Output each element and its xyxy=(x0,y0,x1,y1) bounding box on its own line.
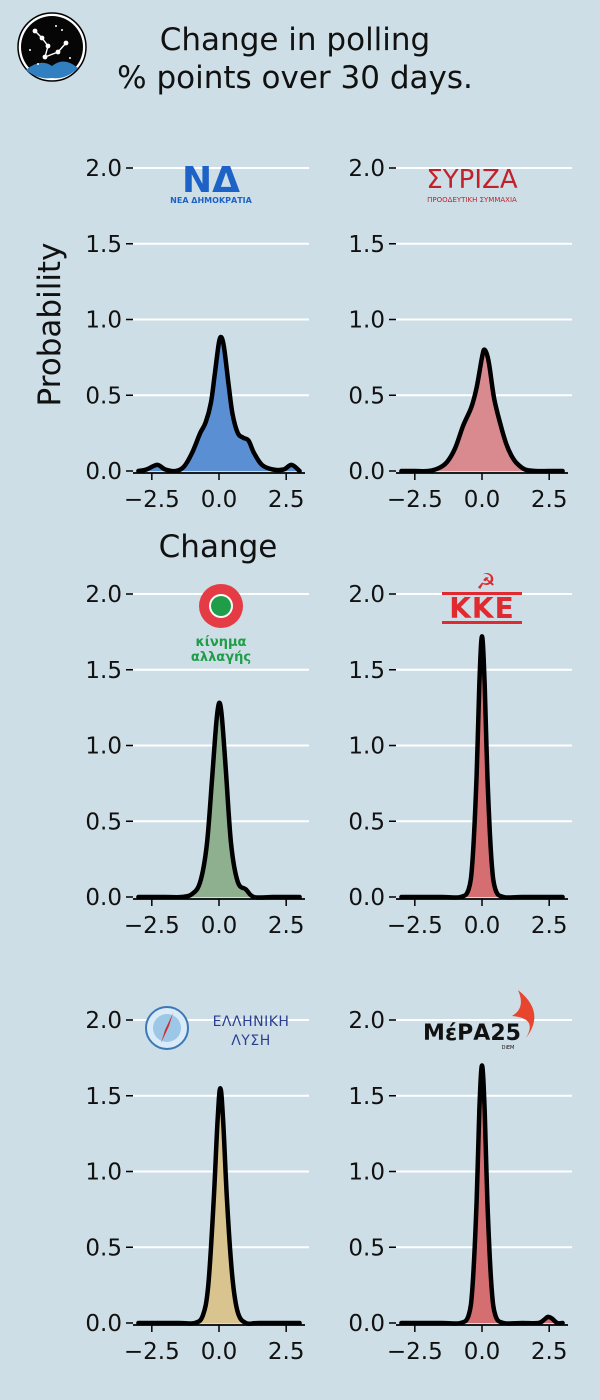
y-tick-label: 1.0 xyxy=(348,1160,385,1186)
density-area xyxy=(138,336,300,472)
logo-syriza-text: ΠΡΟΟΔΕΥΤΙΚΗ ΣΥΜΜΑΧΙΑ xyxy=(427,196,517,204)
density-area xyxy=(401,349,563,472)
y-tick-label: 0.0 xyxy=(85,885,122,911)
logo-nd-text: ΝΕΑ ΔΗΜΟΚΡΑΤΙΑ xyxy=(170,196,252,205)
density-curve xyxy=(136,334,302,474)
y-tick-label: 2.0 xyxy=(348,582,385,608)
x-tick-label: 0.0 xyxy=(201,1339,238,1365)
subplot-2: 0.00.51.01.52.0−2.5 0.0 2.5ΣΥΡΙΖΑΠΡΟΟΔΕΥΤΙ… xyxy=(348,156,572,513)
density-area xyxy=(138,702,300,898)
density-curve xyxy=(136,1085,302,1327)
logo-mera-text: ΜέΡΑ25 xyxy=(423,1021,521,1046)
y-tick-label: 0.0 xyxy=(348,1311,385,1337)
logo-kke-underline-icon xyxy=(442,621,522,624)
y-tick-label: 2.0 xyxy=(348,1008,385,1034)
y-tick-label: 1.5 xyxy=(348,658,385,684)
y-tick-label: 0.0 xyxy=(85,459,122,485)
y-tick-label: 0.5 xyxy=(348,809,385,835)
logo-mera-swallow-icon xyxy=(512,990,535,1038)
x-tick-label: −2.5 xyxy=(387,487,443,513)
x-tick-label: 0.0 xyxy=(201,487,238,513)
density-curve xyxy=(399,634,565,900)
density-curve xyxy=(399,1063,565,1326)
logo-kinal-text-1: κίνημα xyxy=(196,635,247,650)
chart-title-line-2: % points over 30 days. xyxy=(117,60,473,96)
x-tick-label: −2.5 xyxy=(124,913,180,939)
y-tick-label: 2.0 xyxy=(348,156,385,182)
y-tick-label: 1.0 xyxy=(348,308,385,334)
y-tick-label: 1.0 xyxy=(348,734,385,760)
x-tick-label: 2.5 xyxy=(268,487,305,513)
density-area xyxy=(138,1088,300,1324)
logo-kke-text: ΚΚΕ xyxy=(449,592,515,625)
y-tick-label: 0.5 xyxy=(85,1235,122,1261)
logo-el-text-1: ΕΛΛΗΝΙΚΗ xyxy=(213,1014,290,1030)
x-tick-label: −2.5 xyxy=(124,1339,180,1365)
y-tick-label: 2.0 xyxy=(85,156,122,182)
logo-mera-subtext: DiEM xyxy=(502,1045,515,1051)
logo-nd-mark: ΝΔ xyxy=(182,160,240,201)
chart-title-line-1: Change in polling xyxy=(159,22,431,58)
x-tick-label: 2.5 xyxy=(531,913,568,939)
logo-kke-bar-icon xyxy=(442,592,522,595)
x-tick-label: 0.0 xyxy=(464,913,501,939)
logo-kinal-text-2: αλλαγής xyxy=(191,650,251,665)
y-axis-label: Probability xyxy=(32,243,68,407)
logo-kinal-dot-icon xyxy=(211,596,231,616)
x-tick-label: 2.5 xyxy=(531,487,568,513)
party-logo-5: ΕΛΛΗΝΙΚΗ ΛΥΣΗ xyxy=(145,1006,290,1050)
logo-kke-hammer-sickle-icon: ☭ xyxy=(476,570,496,595)
x-tick-label: 2.5 xyxy=(531,1339,568,1365)
y-tick-label: 0.5 xyxy=(348,1235,385,1261)
x-tick-label: 2.5 xyxy=(268,913,305,939)
density-curve xyxy=(136,700,302,900)
x-tick-label: −2.5 xyxy=(124,487,180,513)
y-tick-label: 1.0 xyxy=(85,308,122,334)
subplot-1: 0.00.51.01.52.0−2.5 0.0 2.5ChangeProbabili… xyxy=(32,156,309,565)
y-tick-label: 2.0 xyxy=(85,582,122,608)
x-tick-label: 0.0 xyxy=(201,913,238,939)
density-area xyxy=(401,1065,563,1324)
party-logo-4: ☭ΚΚΕ xyxy=(442,570,522,625)
x-tick-label: −2.5 xyxy=(387,913,443,939)
y-tick-label: 0.0 xyxy=(85,1311,122,1337)
y-tick-label: 0.5 xyxy=(85,809,122,835)
y-tick-label: 0.0 xyxy=(348,885,385,911)
logo-syriza-mark: ΣΥΡΙΖΑ xyxy=(426,165,517,195)
x-tick-label: 0.0 xyxy=(464,1339,501,1365)
x-tick-label: −2.5 xyxy=(387,1339,443,1365)
x-tick-label: 0.0 xyxy=(464,487,501,513)
y-tick-label: 1.5 xyxy=(85,658,122,684)
y-tick-label: 0.0 xyxy=(348,459,385,485)
y-tick-label: 1.5 xyxy=(348,232,385,258)
y-tick-label: 2.0 xyxy=(85,1008,122,1034)
x-tick-label: 2.5 xyxy=(268,1339,305,1365)
y-tick-label: 1.0 xyxy=(85,734,122,760)
logo-el-text-2: ΛΥΣΗ xyxy=(231,1033,271,1049)
y-tick-label: 1.5 xyxy=(85,1084,122,1110)
logo-el-needle-icon xyxy=(161,1013,173,1043)
density-area xyxy=(401,636,563,898)
y-tick-label: 1.5 xyxy=(85,232,122,258)
constellation-logo-icon xyxy=(17,12,87,82)
y-tick-label: 1.5 xyxy=(348,1084,385,1110)
subplot-4: 0.00.51.01.52.0−2.5 0.0 2.5☭ΚΚΕ xyxy=(348,570,572,939)
y-tick-label: 0.5 xyxy=(348,383,385,409)
y-tick-label: 1.0 xyxy=(85,1160,122,1186)
x-axis-label: Change xyxy=(159,529,278,565)
y-tick-label: 0.5 xyxy=(85,383,122,409)
density-curve xyxy=(399,347,565,474)
